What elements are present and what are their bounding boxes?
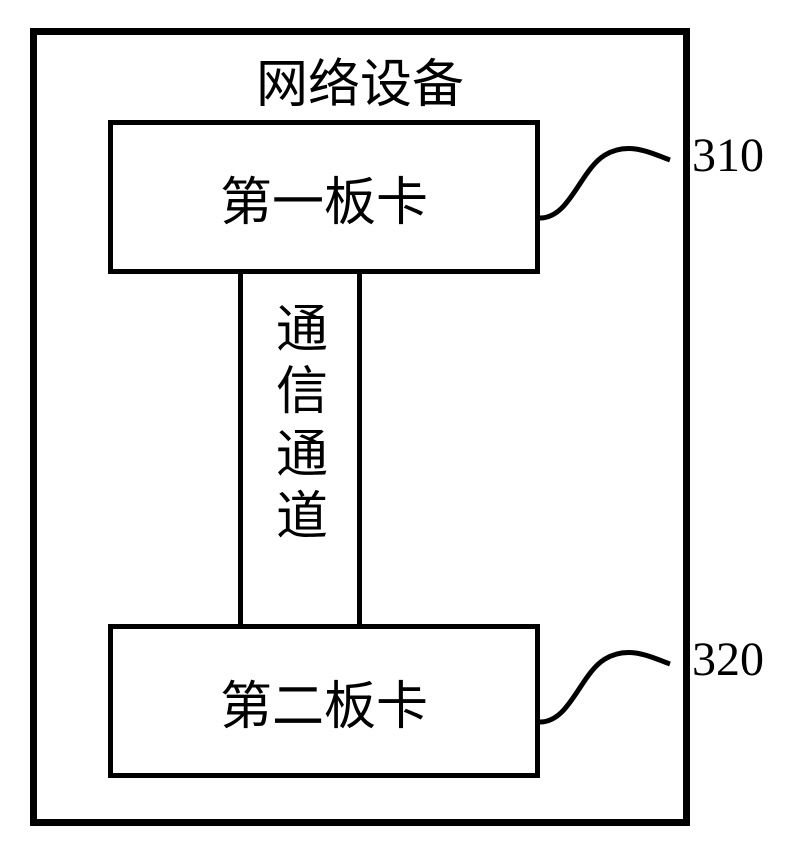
callout-curve-2 bbox=[0, 0, 797, 855]
callout-label-320: 320 bbox=[692, 632, 764, 687]
